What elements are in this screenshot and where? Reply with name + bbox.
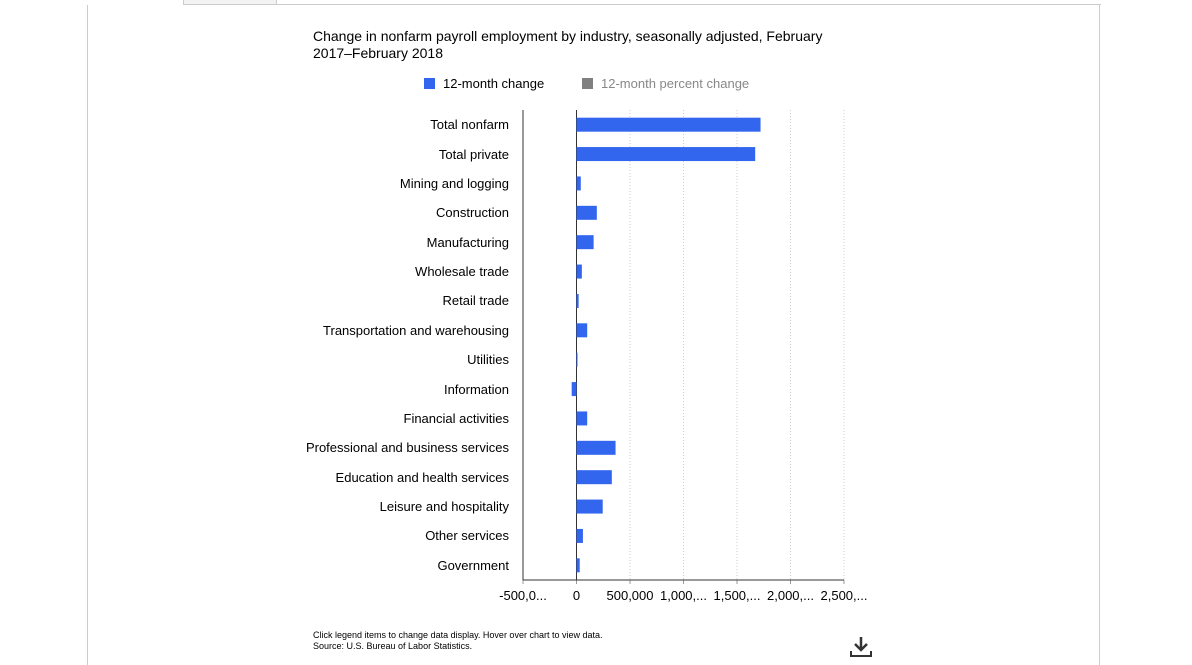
category-label: Manufacturing bbox=[426, 234, 509, 250]
legend-swatch bbox=[582, 78, 593, 89]
bar bbox=[576, 558, 580, 573]
bar bbox=[576, 293, 579, 308]
bar bbox=[576, 235, 594, 250]
category-label: Financial activities bbox=[403, 410, 510, 426]
download-tray bbox=[850, 651, 872, 657]
bar bbox=[571, 382, 577, 397]
notes: Click legend items to change data displa… bbox=[313, 630, 602, 652]
category-label: Utilities bbox=[467, 352, 509, 368]
category-label: Leisure and hospitality bbox=[379, 499, 509, 515]
legend-item[interactable]: 12-month change bbox=[424, 76, 544, 91]
x-tick-label: 500,000 bbox=[607, 588, 654, 603]
legend-item[interactable]: 12-month percent change bbox=[582, 76, 749, 91]
category-label: Total nonfarm bbox=[430, 117, 509, 133]
category-label: Wholesale trade bbox=[415, 264, 509, 280]
category-label: Government bbox=[437, 557, 509, 573]
category-label: Construction bbox=[436, 205, 509, 221]
panel-frame-top bbox=[183, 4, 1101, 5]
x-tick-label: 2,500,... bbox=[821, 588, 868, 603]
bar bbox=[576, 323, 588, 338]
chart-title: Change in nonfarm payroll employment by … bbox=[313, 28, 823, 61]
bar bbox=[576, 499, 603, 514]
x-tick-label: 1,500,... bbox=[714, 588, 761, 603]
category-label: Mining and logging bbox=[399, 175, 509, 191]
bar bbox=[576, 147, 756, 162]
bar bbox=[576, 528, 583, 543]
legend-label: 12-month change bbox=[443, 76, 545, 91]
x-tick-label: 1,000,... bbox=[660, 588, 707, 603]
download-arrow-head bbox=[854, 643, 868, 652]
bar bbox=[576, 117, 761, 132]
legend-swatch bbox=[424, 78, 435, 89]
bar bbox=[576, 205, 597, 220]
x-tick-label: 2,000,... bbox=[767, 588, 814, 603]
bar bbox=[576, 176, 581, 191]
note: Click legend items to change data displa… bbox=[313, 630, 603, 640]
panel-frame bbox=[87, 5, 1100, 665]
note: Source: U.S. Bureau of Labor Statistics. bbox=[313, 641, 473, 651]
category-label: Transportation and warehousing bbox=[323, 322, 509, 338]
download-icon[interactable] bbox=[850, 636, 874, 658]
category-label: Information bbox=[443, 381, 509, 397]
category-label: Education and health services bbox=[335, 469, 509, 485]
x-tick-label: 0 bbox=[573, 588, 580, 603]
legend-label: 12-month percent change bbox=[601, 76, 750, 91]
tab[interactable] bbox=[183, 0, 277, 5]
bar bbox=[576, 440, 616, 455]
x-tick-label: -500,0... bbox=[499, 588, 547, 603]
category-label: Other services bbox=[425, 528, 509, 544]
bar bbox=[576, 264, 582, 279]
bar bbox=[576, 352, 578, 367]
category-label: Professional and business services bbox=[305, 440, 509, 456]
bar bbox=[576, 411, 588, 426]
bar bbox=[576, 470, 612, 485]
category-label: Retail trade bbox=[442, 293, 509, 309]
category-label: Total private bbox=[438, 146, 509, 162]
